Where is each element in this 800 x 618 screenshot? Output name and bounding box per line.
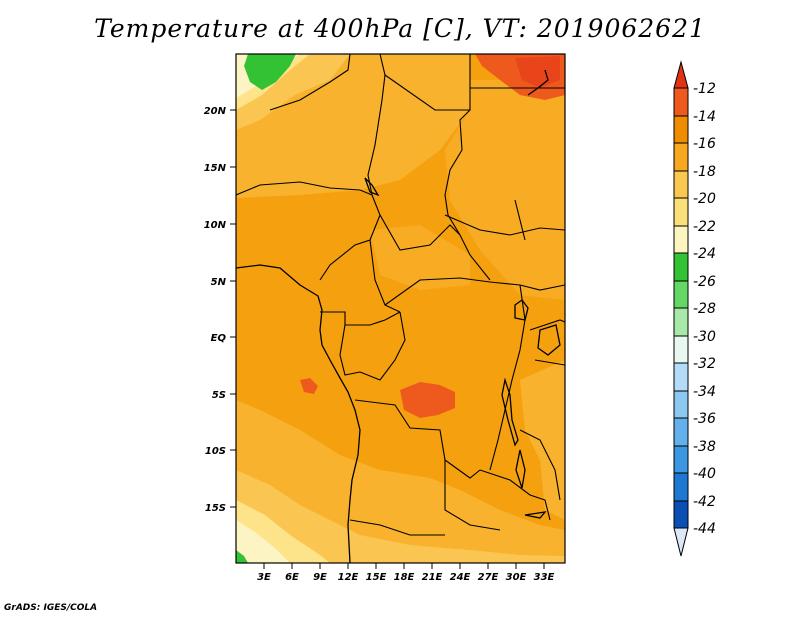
colorbar-label: -28 <box>693 301 716 317</box>
colorbar-label: -32 <box>693 356 716 372</box>
colorbar-label: -22 <box>693 219 716 235</box>
colorbar-low-arrow <box>673 527 689 557</box>
colorbar-label: -42 <box>693 494 716 510</box>
colorbar-label: -12 <box>693 81 716 97</box>
colorbar-bin-26 <box>673 280 689 309</box>
colorbar-label: -18 <box>693 164 716 180</box>
colorbar-bin-32 <box>673 362 689 392</box>
colorbar-bin-38 <box>673 445 689 474</box>
lat-ticks <box>230 109 236 508</box>
colorbar-bin-14 <box>673 115 689 144</box>
lon-label-18e: 18E <box>394 572 415 583</box>
lon-label-24e: 24E <box>450 572 471 583</box>
colorbar-label: -38 <box>693 439 716 455</box>
lon-label-6e: 6E <box>285 572 299 583</box>
lon-label-27e: 27E <box>478 572 499 583</box>
colorbar-bin-36 <box>673 417 689 447</box>
colorbar-label: -36 <box>693 411 716 427</box>
colorbar-label: -40 <box>693 466 716 482</box>
lat-label-15s: 15S <box>205 503 226 514</box>
lon-label-21e: 21E <box>422 572 443 583</box>
lon-label-9e: 9E <box>313 572 327 583</box>
lat-label-10s: 10S <box>205 446 226 457</box>
lon-label-30e: 30E <box>506 572 527 583</box>
lon-label-3e: 3E <box>257 572 271 583</box>
colorbar-high-arrow <box>673 60 689 89</box>
colorbar-label: -26 <box>693 274 716 290</box>
coastline <box>236 69 561 563</box>
colorbar-bin-34 <box>673 390 689 419</box>
lat-label-15n: 15N <box>204 163 227 174</box>
colorbar-label: -16 <box>693 136 716 152</box>
credit-text: GrADS: IGES/COLA <box>4 603 98 613</box>
lat-label-eq: EQ <box>211 333 227 344</box>
lat-label-10n: 10N <box>204 220 227 231</box>
colorbar <box>673 60 689 557</box>
colorbar-bin-28 <box>673 307 689 337</box>
colorbar-bin-20 <box>673 197 689 227</box>
colorbar-bin-30 <box>673 335 689 364</box>
lon-label-12e: 12E <box>338 572 359 583</box>
temperature-field <box>236 54 565 563</box>
colorbar-bin-42 <box>673 500 689 529</box>
colorbar-label: -44 <box>693 521 716 537</box>
colorbar-label: -30 <box>693 329 716 345</box>
colorbar-bin-24 <box>673 252 689 282</box>
colorbar-bin-18 <box>673 170 689 199</box>
lat-label-20n: 20N <box>204 106 227 117</box>
colorbar-bin-22 <box>673 225 689 254</box>
map-frame <box>235 53 566 564</box>
lon-label-15e: 15E <box>366 572 387 583</box>
map-title: Temperature at 400hPa [C], VT: 201906262… <box>94 14 706 43</box>
colorbar-bin-16 <box>673 142 689 172</box>
lon-label-33e: 33E <box>534 572 555 583</box>
lon-ticks <box>263 563 545 569</box>
lat-label-5n: 5N <box>211 277 227 288</box>
colorbar-label: -24 <box>693 246 716 262</box>
colorbar-bin-12 <box>673 87 689 117</box>
colorbar-label: -14 <box>693 109 716 125</box>
lat-label-5s: 5S <box>212 390 226 401</box>
colorbar-bin-40 <box>673 472 689 502</box>
colorbar-label: -34 <box>693 384 716 400</box>
colorbar-label: -20 <box>693 191 716 207</box>
